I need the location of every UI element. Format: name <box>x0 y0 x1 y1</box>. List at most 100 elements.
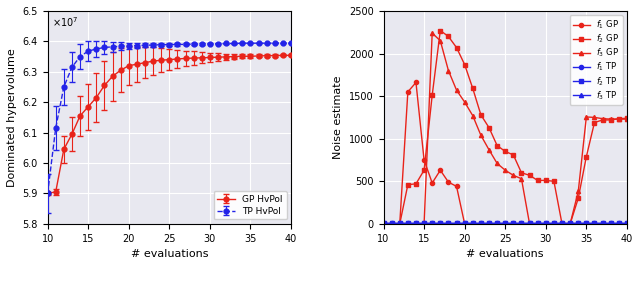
X-axis label: # evaluations: # evaluations <box>467 249 544 259</box>
$f_3$ TP <box>566 221 574 224</box>
$f_2$ GP <box>566 222 574 226</box>
$f_1$ TP <box>412 222 420 225</box>
$f_3$ GP <box>388 222 396 226</box>
$f_2$ TP <box>445 222 452 225</box>
$f_1$ GP <box>485 222 493 226</box>
$f_3$ TP <box>582 221 590 224</box>
$f_3$ TP <box>558 221 566 224</box>
$f_3$ GP <box>525 222 533 226</box>
$f_1$ TP <box>404 222 412 225</box>
$f_1$ TP <box>518 222 525 225</box>
$f_3$ GP <box>445 69 452 72</box>
$f_1$ TP <box>558 222 566 225</box>
$f_1$ GP <box>452 185 460 188</box>
$f_3$ GP <box>420 222 428 226</box>
$f_2$ TP <box>436 222 444 225</box>
$f_2$ GP <box>452 46 460 49</box>
$f_2$ GP <box>412 182 420 186</box>
$f_2$ GP <box>428 94 436 97</box>
$f_2$ GP <box>485 126 493 129</box>
$f_3$ GP <box>428 31 436 35</box>
$f_1$ TP <box>420 222 428 225</box>
$f_3$ GP <box>509 174 517 177</box>
Y-axis label: Dominated hypervolume: Dominated hypervolume <box>7 48 17 187</box>
$f_1$ GP <box>477 222 484 226</box>
$f_3$ GP <box>493 162 501 165</box>
$f_1$ TP <box>501 222 509 225</box>
$f_3$ TP <box>445 221 452 224</box>
Line: $f_2$ GP: $f_2$ GP <box>381 28 629 226</box>
$f_2$ TP <box>469 222 477 225</box>
$f_3$ TP <box>461 221 468 224</box>
$f_2$ TP <box>623 222 631 225</box>
$f_2$ TP <box>493 222 501 225</box>
$f_1$ GP <box>623 222 631 226</box>
$f_1$ TP <box>582 222 590 225</box>
$f_3$ TP <box>388 221 396 224</box>
$f_2$ GP <box>388 222 396 226</box>
$f_2$ TP <box>525 222 533 225</box>
$f_2$ GP <box>599 118 607 122</box>
$f_1$ TP <box>509 222 517 225</box>
$f_2$ GP <box>509 153 517 157</box>
$f_2$ GP <box>420 168 428 172</box>
$f_3$ GP <box>396 222 404 226</box>
$f_3$ TP <box>534 221 541 224</box>
$f_2$ GP <box>501 150 509 153</box>
$f_2$ GP <box>380 222 387 226</box>
$f_2$ TP <box>607 222 614 225</box>
Line: $f_3$ TP: $f_3$ TP <box>381 221 629 225</box>
Y-axis label: Noise estimate: Noise estimate <box>333 76 344 159</box>
$f_2$ TP <box>477 222 484 225</box>
$f_1$ TP <box>599 222 607 225</box>
$f_1$ GP <box>582 222 590 226</box>
$f_1$ TP <box>623 222 631 225</box>
$f_1$ TP <box>542 222 550 225</box>
$f_3$ GP <box>558 222 566 226</box>
$f_3$ TP <box>509 221 517 224</box>
$f_3$ TP <box>396 221 404 224</box>
$f_1$ GP <box>607 222 614 226</box>
$f_1$ GP <box>525 222 533 226</box>
$f_3$ TP <box>599 221 607 224</box>
$f_3$ GP <box>550 222 557 226</box>
$f_1$ GP <box>550 222 557 226</box>
$f_1$ TP <box>525 222 533 225</box>
$f_2$ GP <box>607 118 614 122</box>
$f_2$ TP <box>380 222 387 225</box>
$f_3$ GP <box>615 117 623 121</box>
$f_1$ GP <box>575 222 582 226</box>
$f_1$ TP <box>445 222 452 225</box>
$f_2$ TP <box>501 222 509 225</box>
$f_3$ TP <box>452 221 460 224</box>
Legend: $f_1$ GP, $f_2$ GP, $f_3$ GP, $f_1$ TP, $f_2$ TP, $f_3$ TP: $f_1$ GP, $f_2$ GP, $f_3$ GP, $f_1$ TP, … <box>570 15 623 105</box>
$f_1$ GP <box>420 158 428 162</box>
$f_2$ TP <box>550 222 557 225</box>
$f_2$ GP <box>518 171 525 174</box>
$f_1$ TP <box>534 222 541 225</box>
$f_2$ GP <box>477 113 484 117</box>
$f_2$ TP <box>420 222 428 225</box>
$f_2$ TP <box>558 222 566 225</box>
$f_2$ TP <box>428 222 436 225</box>
$f_1$ TP <box>396 222 404 225</box>
$f_2$ GP <box>436 29 444 32</box>
$f_2$ GP <box>469 87 477 90</box>
$f_3$ TP <box>493 221 501 224</box>
$f_1$ GP <box>469 222 477 226</box>
$f_1$ TP <box>469 222 477 225</box>
$f_3$ TP <box>436 221 444 224</box>
$f_2$ TP <box>396 222 404 225</box>
$f_3$ GP <box>477 133 484 137</box>
$f_2$ TP <box>591 222 598 225</box>
$f_2$ GP <box>525 174 533 177</box>
$f_3$ GP <box>380 222 387 226</box>
$f_1$ GP <box>493 222 501 226</box>
$f_3$ GP <box>582 115 590 119</box>
$f_1$ TP <box>566 222 574 225</box>
$f_1$ GP <box>380 222 387 226</box>
$f_3$ GP <box>534 222 541 226</box>
$f_3$ TP <box>501 221 509 224</box>
$f_1$ GP <box>558 222 566 226</box>
$f_3$ TP <box>623 221 631 224</box>
